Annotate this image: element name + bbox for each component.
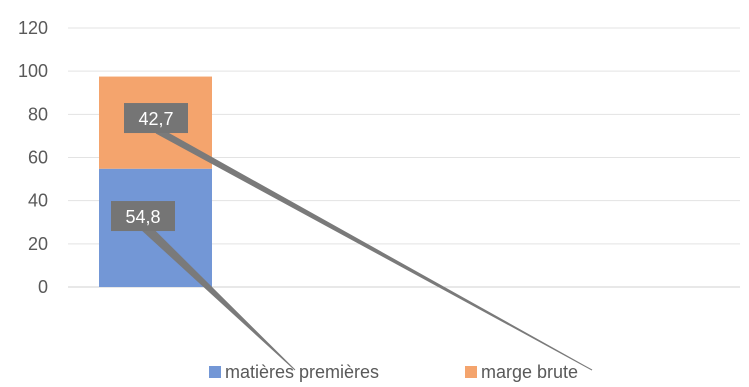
y-axis-ticks: 0 20 40 60 80 100 120	[18, 18, 48, 297]
y-tick-label: 80	[28, 104, 48, 124]
data-label-box	[111, 201, 175, 232]
leader-line	[155, 132, 593, 371]
y-tick-label: 60	[28, 148, 48, 168]
y-tick-label: 40	[28, 191, 48, 211]
data-label: 54,8	[125, 207, 160, 227]
data-label: 42,7	[138, 109, 173, 129]
y-tick-label: 0	[38, 277, 48, 297]
legend: matières premières marge brute	[209, 362, 578, 382]
y-tick-label: 20	[28, 234, 48, 254]
data-label-box	[124, 103, 188, 134]
y-tick-label: 100	[18, 61, 48, 81]
y-tick-label: 120	[18, 18, 48, 38]
legend-swatch	[209, 366, 221, 378]
leader-line	[141, 230, 296, 371]
data-labels: 54,8 42,7	[111, 103, 188, 232]
legend-label: matières premières	[225, 362, 379, 382]
legend-label: marge brute	[481, 362, 578, 382]
legend-swatch	[465, 366, 477, 378]
